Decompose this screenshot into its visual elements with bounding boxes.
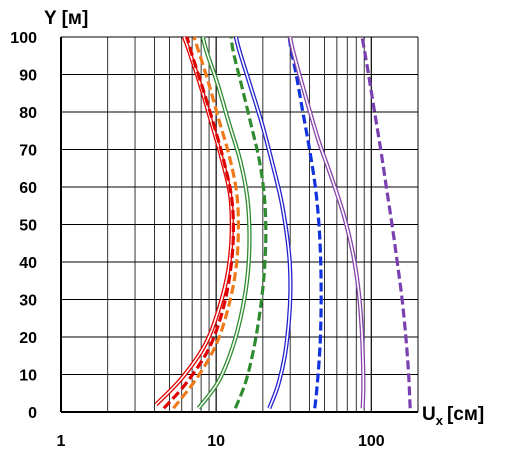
series-line-3 [172, 36, 240, 410]
y-axis-title: Y [м] [44, 8, 88, 29]
y-tick-label: 70 [19, 143, 37, 160]
y-tick-label: 80 [19, 105, 37, 122]
y-tick-label: 30 [19, 293, 37, 310]
series-line-inner [197, 36, 251, 409]
y-tick-label: 40 [19, 255, 37, 272]
series-line-5 [229, 36, 268, 409]
y-tick-label: 10 [19, 368, 37, 385]
x-axis-title-main: U [422, 404, 436, 425]
x-axis-title-subscript: x [436, 413, 444, 428]
x-tick-label: 1 [57, 433, 66, 450]
series-line-7 [287, 36, 323, 409]
y-tick-label: 0 [28, 405, 37, 422]
axes [60, 37, 418, 413]
y-tick-label: 100 [10, 30, 37, 47]
y-tick-label: 90 [19, 68, 37, 85]
x-axis-title-unit: [см] [447, 404, 484, 425]
x-tick-label: 100 [358, 433, 385, 450]
series-line-4 [196, 36, 252, 410]
series-line-inner [289, 36, 365, 409]
series-line-9 [360, 36, 412, 409]
series-line-outer [288, 36, 366, 409]
x-tick-label: 10 [207, 433, 225, 450]
series-group [154, 36, 412, 410]
y-tick-label: 60 [19, 180, 37, 197]
series-line-inner [235, 36, 292, 409]
series-line-6 [233, 36, 293, 410]
series-line-8 [288, 36, 366, 409]
series-line-2 [162, 36, 235, 410]
y-tick-label: 20 [19, 330, 37, 347]
y-tick-label: 50 [19, 218, 37, 235]
x-axis-title: Ux [см] [422, 404, 484, 428]
